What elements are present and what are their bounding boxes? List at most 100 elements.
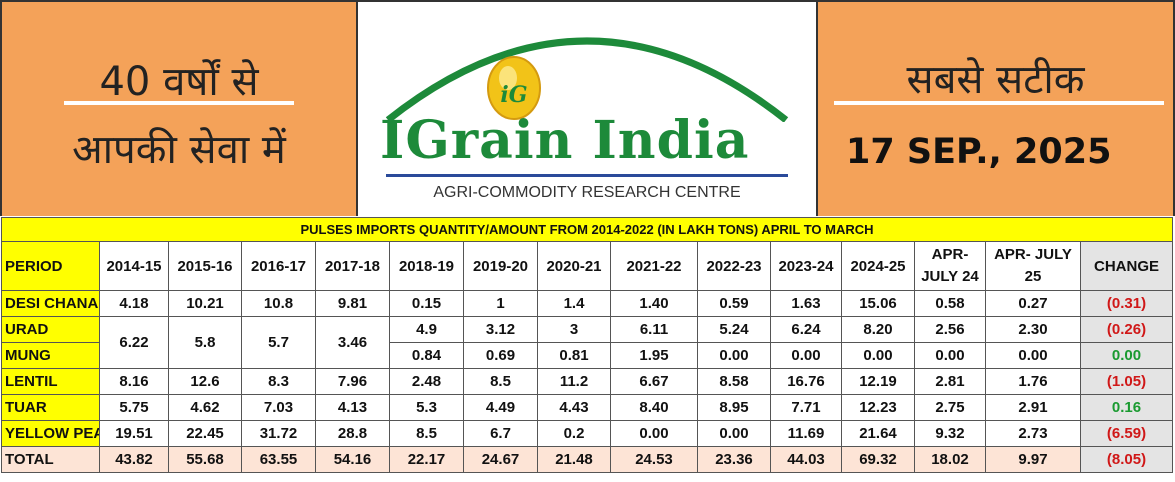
total-cell: 24.53 xyxy=(610,446,698,473)
row-label: TUAR xyxy=(1,394,100,421)
column-header: 2017-18 xyxy=(315,241,390,291)
table-cell: 1.40 xyxy=(610,290,698,317)
table-row: URAD 6.22 5.8 5.7 3.46 4.9 3.12 3 6.11 5.24 6.24 8.… xyxy=(1,316,1174,369)
table-row: YELLOW PEA 19.51 22.45 31.72 28.8 8.5 6.7 0.2 0.… xyxy=(1,420,1174,447)
table-cell: 8.95 xyxy=(697,394,771,421)
table-cell: 8.40 xyxy=(610,394,698,421)
brand-underline xyxy=(386,174,788,177)
brand-panel: iG IGrain India AGRI-COMMODITY RESEARCH … xyxy=(358,0,816,216)
column-header: APR- JULY 24 xyxy=(914,241,986,291)
column-header: 2015-16 xyxy=(168,241,242,291)
table-cell: 2.48 xyxy=(389,368,464,395)
column-header: 2016-17 xyxy=(241,241,316,291)
table-cell: 4.18 xyxy=(99,290,169,317)
logo-letters: iG xyxy=(500,82,527,108)
column-header: 2014-15 xyxy=(99,241,169,291)
table-cell: 0.69 xyxy=(463,342,538,369)
brand-arch-logo: iG xyxy=(385,37,789,122)
total-cell: 43.82 xyxy=(99,446,169,473)
table-cell: 0.00 xyxy=(841,342,915,369)
total-cell: 22.17 xyxy=(389,446,464,473)
column-header-change: CHANGE xyxy=(1079,241,1174,291)
table-cell: 19.51 xyxy=(99,420,169,447)
table-cell: 5.75 xyxy=(99,394,169,421)
slogan-divider xyxy=(64,101,294,105)
total-cell: 18.02 xyxy=(914,446,986,473)
column-header: 2020-21 xyxy=(537,241,611,291)
table-cell: 15.06 xyxy=(841,290,915,317)
table-cell: 0.59 xyxy=(697,290,771,317)
row-label: URAD xyxy=(1,316,100,343)
table-row: MUNG 0.84 0.69 0.81 1.95 0.00 0.00 0.00 0.00 0.00… xyxy=(1,342,1174,369)
table-cell: 9.81 xyxy=(315,290,390,317)
row-label: MUNG xyxy=(1,342,100,369)
table-cell: 0.00 xyxy=(770,342,842,369)
column-header: 2021-22 xyxy=(610,241,698,291)
table-cell: 4.9 xyxy=(389,316,464,343)
arch-icon xyxy=(385,37,789,122)
merged-cell: 5.8 xyxy=(168,316,242,369)
header-banner: 40 वर्षों से आपकी सेवा में iG IGrain Ind… xyxy=(0,0,1175,216)
pulses-imports-table: PULSES IMPORTS QUANTITY/AMOUNT FROM 2014… xyxy=(0,217,1174,473)
table-cell: 4.49 xyxy=(463,394,538,421)
table-cell: 4.43 xyxy=(537,394,611,421)
table-cell: 8.58 xyxy=(697,368,771,395)
table-cell: 21.64 xyxy=(841,420,915,447)
table-cell: 0.27 xyxy=(985,290,1081,317)
table-cell: 8.5 xyxy=(389,420,464,447)
slogan-divider-right xyxy=(834,101,1164,105)
table-cell: 0.2 xyxy=(537,420,611,447)
table-row: LENTIL 8.16 12.6 8.3 7.96 2.48 8.5 11.2 6.67 8.58… xyxy=(1,368,1174,395)
table-cell: 12.19 xyxy=(841,368,915,395)
row-label: LENTIL xyxy=(1,368,100,395)
brand-tagline: AGRI-COMMODITY RESEARCH CENTRE xyxy=(433,184,741,201)
total-cell: 63.55 xyxy=(241,446,316,473)
merged-cell: 6.22 xyxy=(99,316,169,369)
table-cell: 0.58 xyxy=(914,290,986,317)
table-cell: 4.13 xyxy=(315,394,390,421)
table-cell: 2.30 xyxy=(985,316,1081,343)
change-cell: (0.26) xyxy=(1079,316,1174,343)
table-cell: 6.7 xyxy=(463,420,538,447)
table-cell: 3.12 xyxy=(463,316,538,343)
table-cell: 0.00 xyxy=(697,342,771,369)
column-header: 2018-19 xyxy=(389,241,464,291)
table-cell: 6.67 xyxy=(610,368,698,395)
table-cell: 2.56 xyxy=(914,316,986,343)
table-cell: 31.72 xyxy=(241,420,316,447)
column-header: APR- JULY 25 xyxy=(985,241,1081,291)
table-cell: 12.6 xyxy=(168,368,242,395)
total-cell: 9.97 xyxy=(985,446,1081,473)
change-cell: (6.59) xyxy=(1079,420,1174,447)
column-header: PERIOD xyxy=(1,241,100,291)
table-cell: 3 xyxy=(537,316,611,343)
table-cell: 2.91 xyxy=(985,394,1081,421)
change-cell: (0.31) xyxy=(1079,290,1174,317)
table-cell: 1 xyxy=(463,290,538,317)
table-cell: 0.00 xyxy=(914,342,986,369)
table-cell: 1.76 xyxy=(985,368,1081,395)
total-label: TOTAL xyxy=(1,446,100,473)
table-row: TUAR 5.75 4.62 7.03 4.13 5.3 4.49 4.43 8.40 8.95 7… xyxy=(1,394,1174,421)
table-cell: 16.76 xyxy=(770,368,842,395)
table-cell: 0.84 xyxy=(389,342,464,369)
total-cell: 55.68 xyxy=(168,446,242,473)
table-cell: 2.81 xyxy=(914,368,986,395)
total-row: TOTAL 43.82 55.68 63.55 54.16 22.17 24.67 21.48… xyxy=(1,446,1174,473)
table-cell: 2.73 xyxy=(985,420,1081,447)
table-cell: 22.45 xyxy=(168,420,242,447)
table-cell: 0.15 xyxy=(389,290,464,317)
total-cell: 69.32 xyxy=(841,446,915,473)
table-cell: 0.00 xyxy=(985,342,1081,369)
table-cell: 10.21 xyxy=(168,290,242,317)
row-label: YELLOW PEA xyxy=(1,420,100,447)
table-cell: 5.3 xyxy=(389,394,464,421)
table-cell: 0.81 xyxy=(537,342,611,369)
table-cell: 11.2 xyxy=(537,368,611,395)
column-header: 2024-25 xyxy=(841,241,915,291)
table-cell: 12.23 xyxy=(841,394,915,421)
row-label: DESI CHANA xyxy=(1,290,100,317)
table-row: DESI CHANA 4.18 10.21 10.8 9.81 0.15 1 1.4 1.40 0… xyxy=(1,290,1174,317)
table-cell: 2.75 xyxy=(914,394,986,421)
slogan-panel-right: सबसे सटीक 17 SEP., 2025 xyxy=(816,0,1175,216)
